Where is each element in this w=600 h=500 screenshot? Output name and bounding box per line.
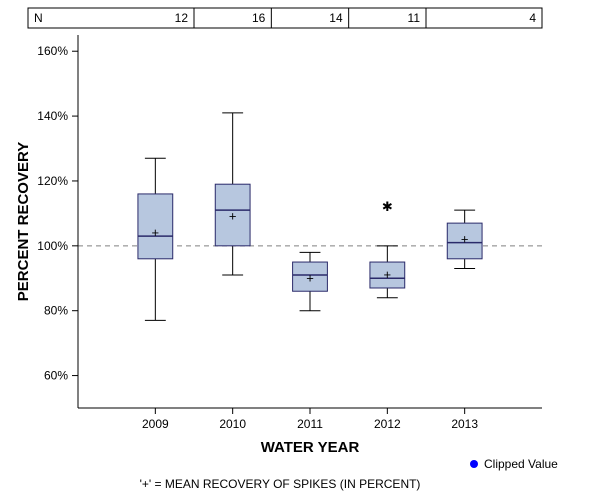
mean-marker: + [384, 267, 392, 282]
footer-note: '+' = MEAN RECOVERY OF SPIKES (IN PERCEN… [140, 477, 421, 491]
x-axis-label: WATER YEAR [261, 439, 360, 456]
mean-marker: + [152, 225, 160, 240]
x-tick-label: 2012 [374, 417, 401, 431]
legend-clipped-label: Clipped Value [484, 457, 558, 471]
y-tick-label: 120% [37, 174, 68, 188]
n-value: 11 [408, 11, 421, 25]
chart-svg: N 12 16 14 11 4 60% 80% 100% 120% 140% 160% 2009 2010… [0, 0, 600, 500]
n-value: 12 [175, 11, 189, 25]
boxplot-chart: N 12 16 14 11 4 60% 80% 100% 120% 140% 160% 2009 2010… [0, 0, 600, 500]
mean-marker: + [461, 231, 469, 246]
x-tick-label: 2011 [297, 417, 323, 431]
n-value: 16 [252, 11, 266, 25]
y-axis-label: PERCENT RECOVERY [15, 142, 32, 301]
y-tick-label: 80% [44, 304, 68, 318]
x-tick-label: 2010 [219, 417, 246, 431]
mean-marker: + [306, 270, 314, 285]
x-tick-label: 2009 [142, 417, 169, 431]
n-row-label: N [34, 11, 43, 25]
n-value: 4 [529, 11, 536, 25]
y-tick-label: 100% [37, 239, 68, 253]
y-tick-label: 60% [44, 369, 68, 383]
y-tick-label: 160% [37, 44, 68, 58]
outlier-marker: ✱ [382, 199, 393, 214]
clipped-value-icon [470, 460, 478, 468]
x-tick-label: 2013 [451, 417, 478, 431]
mean-marker: + [229, 209, 237, 224]
y-tick-label: 140% [37, 109, 68, 123]
n-value: 14 [329, 11, 343, 25]
